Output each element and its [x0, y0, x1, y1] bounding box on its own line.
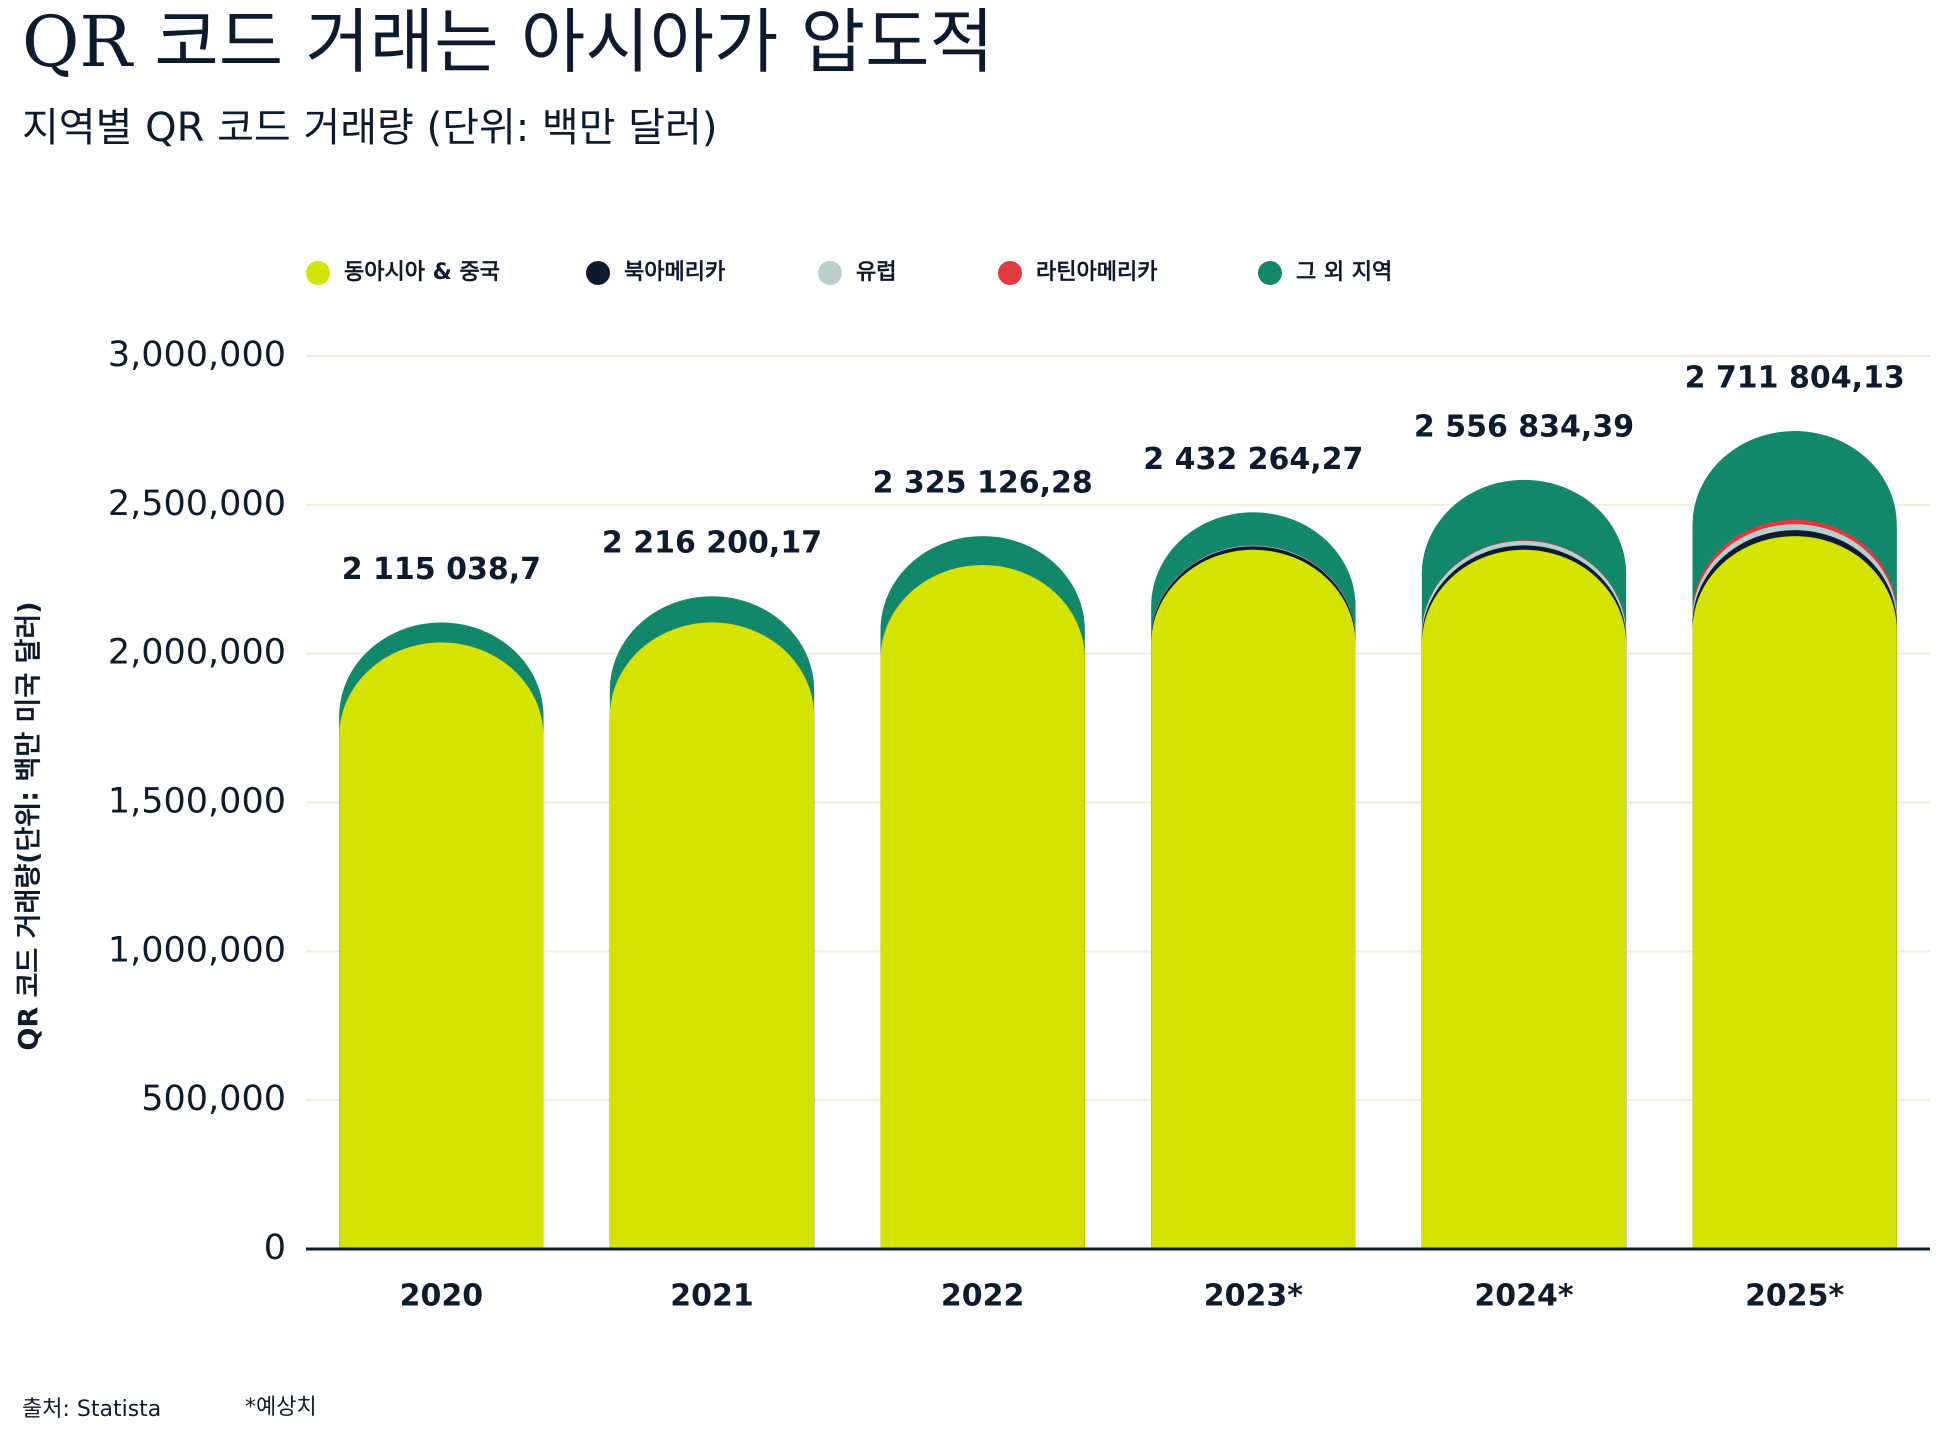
y-tick-label: 2,500,000: [108, 484, 286, 524]
legend-swatch: [1258, 261, 1282, 285]
note: *예상치: [245, 1395, 317, 1420]
x-tick-label: 2020: [400, 1279, 484, 1314]
y-tick-label: 1,500,000: [108, 782, 286, 822]
legend-swatch: [818, 261, 842, 285]
legend-swatch: [306, 261, 330, 285]
y-tick-label: 0: [264, 1228, 286, 1268]
y-tick-label: 3,000,000: [108, 335, 286, 375]
chart-title: QR 코드 거래는 아시아가 압도적: [22, 1, 994, 83]
legend-label: 그 외 지역: [1296, 260, 1392, 285]
legend-label: 북아메리카: [624, 260, 725, 285]
y-tick-label: 500,000: [141, 1079, 286, 1119]
total-label: 2 115 038,7: [342, 552, 541, 587]
x-tick-label: 2021: [670, 1279, 754, 1314]
bar-segment: [1692, 536, 1897, 1249]
legend-swatch: [586, 261, 610, 285]
legend-swatch: [998, 261, 1022, 285]
bar-segment: [609, 622, 815, 1249]
x-tick-label: 2025*: [1745, 1279, 1844, 1314]
legend-label: 동아시아 & 중국: [344, 260, 500, 285]
total-label: 2 432 264,27: [1143, 442, 1363, 477]
bar-segment: [339, 642, 544, 1249]
total-label: 2 711 804,13: [1685, 361, 1905, 396]
x-tick-label: 2024*: [1474, 1279, 1573, 1314]
total-label: 2 325 126,28: [873, 466, 1093, 501]
legend-label: 유럽: [856, 260, 896, 285]
source: 출처: Statista: [22, 1397, 161, 1422]
x-tick-label: 2022: [941, 1279, 1025, 1314]
bar-segment: [1421, 549, 1627, 1249]
total-label: 2 216 200,17: [602, 526, 822, 561]
y-tick-label: 2,000,000: [108, 633, 286, 673]
x-tick-label: 2023*: [1204, 1279, 1303, 1314]
y-axis-label: QR 코드 거래량(단위: 백만 미국 달러): [14, 601, 45, 1050]
y-tick-label: 1,000,000: [108, 930, 286, 970]
bar-segment: [880, 564, 1085, 1249]
total-label: 2 556 834,39: [1414, 409, 1634, 444]
legend-label: 라틴아메리카: [1036, 260, 1157, 285]
chart-subtitle: 지역별 QR 코드 거래량 (단위: 백만 달러): [22, 105, 717, 151]
bar-segment: [1151, 549, 1356, 1249]
